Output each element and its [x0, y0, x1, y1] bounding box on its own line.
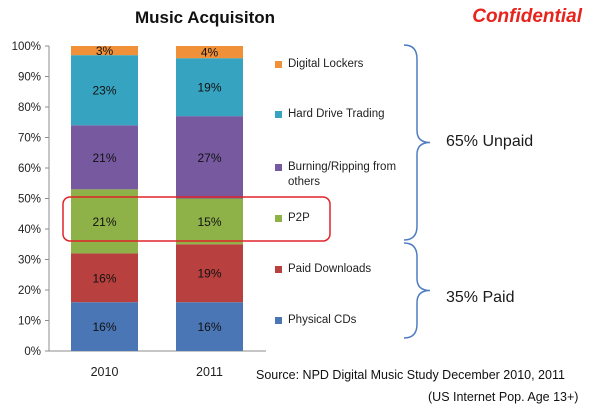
bar-physical-cds-2010 [71, 302, 138, 351]
y-tick-label: 80% [18, 102, 41, 114]
data-label: 16% [197, 320, 221, 334]
data-label: 3% [96, 44, 114, 58]
data-label: 16% [92, 320, 116, 334]
y-tick-label: 0% [24, 346, 41, 358]
bar-digital-lockers-2011 [176, 46, 243, 59]
data-label: 19% [197, 81, 221, 95]
data-label: 15% [197, 215, 221, 229]
x-tick-label: 2010 [91, 365, 119, 379]
y-tick-label: 10% [18, 316, 41, 328]
unpaid-brace [403, 44, 431, 241]
data-label: 21% [92, 151, 116, 165]
legend-label: Digital Lockers [288, 58, 364, 70]
y-tick-label: 30% [18, 255, 41, 267]
y-tick-label: 40% [18, 224, 41, 236]
y-tick-label: 70% [18, 133, 41, 145]
y-tick-label: 100% [12, 41, 41, 53]
y-tick-label: 20% [18, 285, 41, 297]
data-label: 27% [197, 151, 221, 165]
bar-burning-ripping-from-others-2010 [71, 125, 138, 190]
y-tick-label: 50% [18, 194, 41, 206]
bar-p2p-2010 [71, 189, 138, 254]
legend-label: Paid Downloads [288, 263, 372, 275]
legend-swatch [275, 266, 282, 273]
bar-digital-lockers-2010 [71, 46, 138, 56]
confidential-label: Confidential [472, 6, 582, 27]
legend-swatch [275, 317, 282, 324]
y-tick-label: 90% [18, 72, 41, 84]
source-population-note: (US Internet Pop. Age 13+) [428, 390, 579, 404]
bar-paid-downloads-2010 [71, 253, 138, 303]
data-label: 21% [92, 215, 116, 229]
legend-label: P2P [288, 212, 310, 224]
legend-label: Physical CDs [288, 314, 357, 326]
unpaid-brace-label: 65% Unpaid [446, 133, 534, 150]
bar-hard-drive-trading-2011 [176, 58, 243, 117]
bar-hard-drive-trading-2010 [71, 55, 138, 126]
y-tick-label: 60% [18, 163, 41, 175]
chart-title: Music Acquisiton [134, 8, 276, 27]
data-label: 23% [92, 84, 116, 98]
x-tick-label: 2011 [196, 365, 223, 379]
data-label: 4% [201, 46, 219, 60]
paid-brace-label: 35% Paid [446, 289, 515, 306]
legend-swatch [275, 215, 282, 222]
data-label: 19% [197, 267, 221, 281]
legend-swatch [275, 111, 282, 118]
legend-swatch [275, 61, 282, 68]
p2p-highlight-box [62, 196, 331, 242]
legend-label: Burning/Ripping from others [288, 161, 397, 188]
bar-p2p-2011 [176, 198, 243, 245]
bar-burning-ripping-from-others-2011 [176, 116, 243, 199]
legend-label: Hard Drive Trading [288, 108, 385, 120]
bar-paid-downloads-2011 [176, 244, 243, 303]
source-note: Source: NPD Digital Music Study December… [256, 368, 565, 382]
data-label: 16% [92, 271, 116, 285]
legend-swatch [275, 164, 282, 171]
paid-brace [403, 242, 431, 339]
bar-physical-cds-2011 [176, 302, 243, 351]
